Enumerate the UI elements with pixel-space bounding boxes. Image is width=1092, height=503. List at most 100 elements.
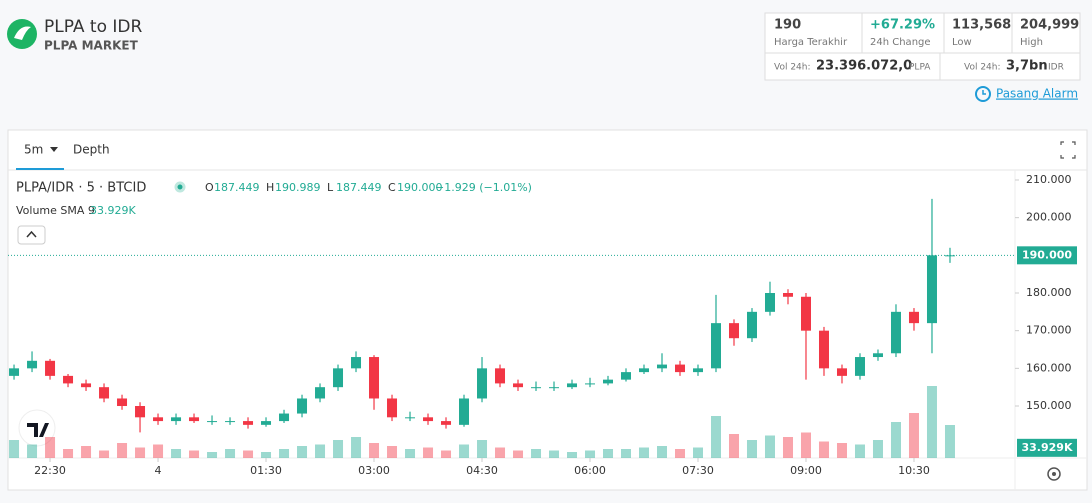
candle-body [405, 417, 416, 419]
volume-bar [728, 434, 739, 458]
candle-body [45, 360, 56, 376]
candle-body [890, 311, 901, 354]
volume-bar [27, 444, 38, 458]
volume-bar [423, 447, 434, 458]
volume-bar [153, 444, 164, 458]
stats-box: 190 Harga Terakhir +67.29% 24h Change 11… [764, 12, 1081, 81]
candle-body [279, 413, 290, 422]
candle-body [9, 368, 20, 376]
candle-body [782, 292, 793, 297]
legend-key: H [266, 181, 274, 194]
volume-bar [603, 449, 614, 458]
candle-body [710, 323, 721, 369]
candle-body [207, 421, 218, 423]
title: PLPA to IDR [44, 17, 142, 37]
volume-bar [171, 449, 182, 458]
x-tick-label: 01:30 [250, 464, 282, 477]
y-tick-label: 200.000 [1026, 211, 1072, 224]
volume-bar [621, 449, 632, 458]
volume-bar [459, 444, 470, 458]
candle-body [171, 417, 182, 422]
volume-bar [297, 446, 308, 458]
candle-body [243, 421, 254, 425]
x-tick-label: 22:30 [34, 464, 66, 477]
candle-body [800, 296, 811, 331]
alarm-text[interactable]: Pasang Alarm [996, 87, 1078, 101]
candle-body [531, 387, 542, 389]
subtitle: PLPA MARKET [44, 39, 139, 53]
vol-value: 3,7bn [1006, 59, 1048, 74]
y-tick-label: 210.000 [1026, 173, 1072, 186]
collapse-icon[interactable] [26, 230, 37, 238]
volume-bar [351, 437, 362, 458]
x-tick-label: 03:00 [358, 464, 390, 477]
legend-value: 190.989 [275, 181, 321, 194]
tv-logo-mark[interactable] [27, 423, 49, 437]
candle-body [549, 387, 560, 389]
volume-bar [746, 440, 757, 458]
candle-body [387, 398, 398, 418]
candle-body [423, 417, 434, 422]
legend-key: C [388, 181, 396, 194]
volume-bar [692, 447, 703, 458]
volume-bar [818, 441, 829, 458]
legend-key: L [327, 181, 334, 194]
tab[interactable]: 5m [24, 143, 43, 157]
volume-bar [189, 450, 200, 458]
volume-bar [441, 450, 452, 458]
candle-body [603, 379, 614, 384]
volume-bar [782, 437, 793, 458]
candle-body [297, 398, 308, 414]
volume-bar [639, 447, 650, 458]
last-price-label: 190.000 [1022, 248, 1072, 261]
stat-label: Low [952, 37, 972, 48]
vol-unit: IDR [1048, 63, 1064, 73]
tab-caret[interactable] [50, 147, 58, 152]
volume-bar [890, 422, 901, 458]
candle-body [315, 387, 326, 399]
volume-bar [872, 440, 883, 458]
candle-body [135, 406, 146, 418]
volume-bar [477, 440, 488, 458]
volume-bar [549, 450, 560, 458]
candle-body [639, 368, 650, 373]
fullscreen-icon[interactable] [1060, 141, 1076, 159]
volume-bar [207, 452, 218, 458]
last-price-tag [1017, 246, 1077, 265]
volume-bar [225, 449, 236, 458]
collapse-button[interactable] [17, 225, 46, 245]
candle-body [333, 368, 344, 388]
candle-body [261, 421, 272, 425]
candle-body [189, 417, 200, 422]
legend-value: 187.449 [214, 181, 260, 194]
status-dot [174, 181, 186, 193]
alarm-link[interactable]: Pasang Alarm [975, 86, 1078, 102]
volume-bar [854, 444, 865, 458]
candle-body [675, 364, 685, 373]
tab[interactable]: Depth [73, 143, 110, 157]
candle-body [657, 364, 668, 369]
x-tick-label: 4 [155, 464, 162, 477]
candle-body [908, 311, 919, 324]
ohlc-legend: O 187.449 H 190.989 L 187.449 C 190.000−1.929 (… [205, 181, 532, 194]
volume-bar [926, 386, 937, 458]
volume-sma-tag-label: 33.929K [1022, 441, 1073, 454]
x-tick-label: 10:30 [898, 464, 930, 477]
plot [9, 198, 955, 458]
settings-icon[interactable] [1047, 467, 1061, 481]
volume-bar [764, 435, 775, 458]
vol-value: 23.396.072,0 [816, 59, 912, 74]
candle-body [441, 421, 452, 425]
candle-body [81, 383, 92, 388]
volume-bar [495, 447, 506, 458]
settings-icon-center[interactable] [1052, 472, 1056, 476]
candle-body [692, 368, 703, 373]
candle-body [27, 360, 38, 369]
volume-bar [135, 447, 146, 458]
volume-bar [279, 449, 290, 458]
candle-body [99, 387, 110, 399]
candle-body [63, 375, 74, 384]
candle-body [926, 255, 937, 324]
